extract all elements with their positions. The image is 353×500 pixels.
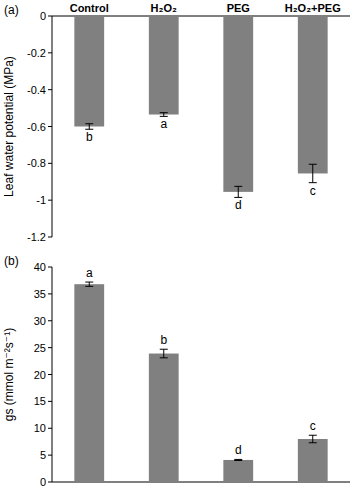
y-axis-label: gs (mmol m⁻²s⁻¹) [2, 328, 16, 421]
bar [74, 284, 104, 482]
bar [74, 16, 104, 127]
y-tick [48, 89, 52, 90]
y-tick-label: 35 [34, 288, 46, 300]
chart: (a) Leaf water potential (MPa) -1.2 -1 -0.8 -… [2, 2, 350, 243]
y-tick-label: 20 [34, 369, 46, 381]
y-tick [48, 347, 52, 348]
y-tick-label: 10 [34, 422, 46, 434]
bars [74, 282, 327, 482]
significance-letter: b [160, 333, 167, 347]
y-tick [48, 455, 52, 456]
bar [149, 354, 179, 482]
y-axis [52, 267, 53, 482]
significance-letter: a [86, 266, 93, 280]
significance-letter: d [235, 198, 242, 212]
y-tick-label: 0 [40, 476, 46, 488]
y-tick [48, 267, 52, 268]
category-label: H₂O₂+PEG [285, 2, 341, 14]
significance-letter: c [310, 419, 316, 433]
y-tick-label: -1.2 [27, 231, 46, 243]
panel-title: (a) [4, 3, 19, 17]
y-tick-label: 30 [34, 315, 46, 327]
bar [223, 460, 253, 482]
bar [298, 16, 328, 173]
error-bar [234, 459, 242, 460]
y-tick-label: -0.6 [27, 121, 46, 133]
y-axis [52, 16, 53, 237]
y-tick-label: 5 [40, 449, 46, 461]
y-tick [48, 293, 52, 294]
y-tick-label: 0 [40, 10, 46, 22]
error-bar [309, 164, 317, 182]
y-tick [48, 320, 52, 321]
error-bar [234, 186, 242, 197]
y-tick [48, 126, 52, 127]
y-tick-label: -0.8 [27, 157, 46, 169]
category-label: H₂O₂ [151, 2, 177, 14]
category-label: PEG [227, 2, 250, 14]
y-tick-label: -1 [36, 194, 46, 206]
y-tick [48, 200, 52, 201]
significance-letter: d [235, 443, 242, 457]
y-tick-label: 15 [34, 395, 46, 407]
y-tick [48, 401, 52, 402]
y-tick [48, 237, 52, 238]
panel-title: (b) [4, 254, 19, 268]
figure: (a) Leaf water potential (MPa) -1.2 -1 -0.8 -… [0, 0, 353, 500]
y-tick [48, 428, 52, 429]
category-label: Control [70, 2, 109, 14]
significance-letter: a [160, 117, 167, 131]
bar [223, 16, 253, 192]
y-tick-label: -0.2 [27, 47, 46, 59]
y-tick [48, 16, 52, 17]
bars [74, 16, 327, 197]
error-bar [85, 124, 93, 130]
error-bar [160, 113, 168, 117]
y-tick-label: -0.4 [27, 84, 46, 96]
error-bar [309, 435, 317, 443]
y-tick [48, 482, 52, 483]
y-tick [48, 163, 52, 164]
y-tick-label: 25 [34, 342, 46, 354]
error-bar [85, 282, 93, 286]
y-axis-label: Leaf water potential (MPa) [2, 56, 16, 197]
significance-letter: b [86, 130, 93, 144]
significance-letter: c [310, 184, 316, 198]
bar [149, 16, 179, 115]
y-tick [48, 52, 52, 53]
chart: (b) gs (mmol m⁻²s⁻¹) 0 5 10 15 20 25 30 35 40 a b d c [2, 254, 350, 488]
error-bar [160, 349, 168, 358]
bar [298, 439, 328, 482]
y-tick-label: 40 [34, 261, 46, 273]
y-tick [48, 374, 52, 375]
